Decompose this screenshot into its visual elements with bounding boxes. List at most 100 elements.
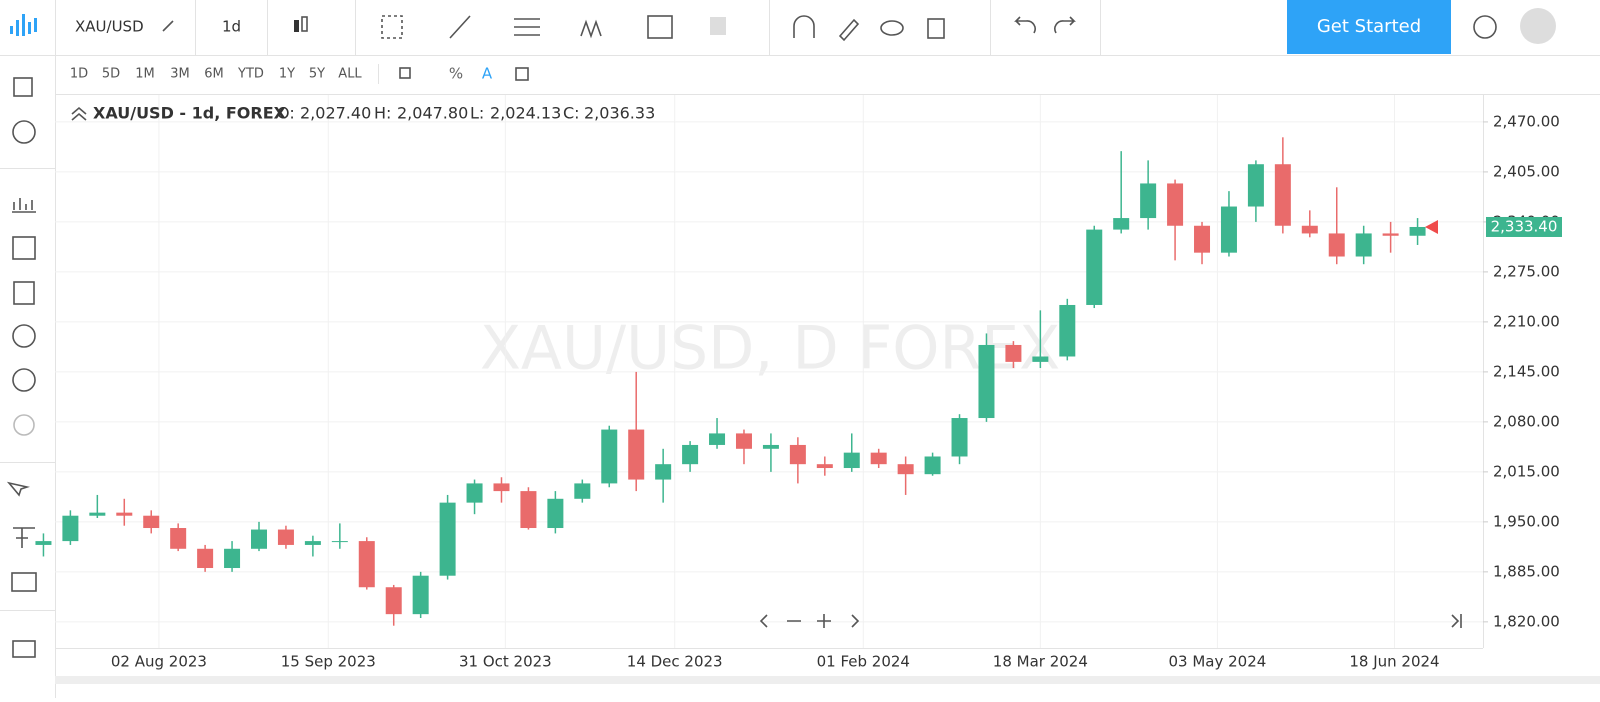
candle-body <box>466 483 483 503</box>
range-button[interactable]: 1M <box>135 67 155 82</box>
candle-body <box>547 498 564 529</box>
candle-body <box>789 444 806 465</box>
candle-body <box>143 515 160 529</box>
redo[interactable] <box>1054 16 1076 34</box>
candle-body <box>1382 233 1399 236</box>
y-tick-label: 2,145.00 <box>1493 362 1560 380</box>
svg-text:%: % <box>449 65 463 83</box>
legend-label: C: <box>563 104 580 123</box>
x-tick-label: 18 Mar 2024 <box>993 653 1088 671</box>
undo[interactable] <box>1014 16 1036 34</box>
candle-body <box>1274 164 1291 226</box>
candle-body <box>816 464 833 469</box>
chart-type-icon[interactable] <box>294 16 308 32</box>
legend-value: 2,027.40 <box>300 104 371 123</box>
chart <box>35 95 1483 648</box>
symbol[interactable]: XAU/USD <box>75 18 144 36</box>
drawing-tools[interactable] <box>381 15 726 39</box>
candle-body <box>1059 304 1076 357</box>
candle-body <box>1140 183 1157 219</box>
range-button[interactable]: ALL <box>338 67 362 82</box>
legend: XAU/USD - 1d, FOREX O: 2,027.40 H: 2,047… <box>71 104 655 123</box>
candle-body <box>1032 356 1049 362</box>
y-tick-label: 2,015.00 <box>1493 462 1560 480</box>
candle-body <box>601 429 618 484</box>
candle-body <box>1409 226 1426 236</box>
x-tick-label: 14 Dec 2023 <box>627 653 723 671</box>
candle-body <box>628 429 645 480</box>
candle-body <box>331 541 348 543</box>
range-button[interactable]: 1Y <box>279 67 295 82</box>
candle-body <box>1355 233 1372 257</box>
sidebar <box>0 77 55 658</box>
candle-body <box>951 418 968 457</box>
y-tick-label: 2,405.00 <box>1493 162 1560 180</box>
x-tick-label: 03 May 2024 <box>1169 653 1267 671</box>
legend-title: XAU/USD - 1d, FOREX <box>93 104 287 123</box>
candle-body <box>439 502 456 576</box>
candle-body <box>412 575 429 615</box>
x-tick-label: 18 Jun 2024 <box>1349 653 1439 671</box>
candle-body <box>358 541 375 588</box>
svg-text:A: A <box>482 65 493 83</box>
tool-icons[interactable] <box>793 15 945 42</box>
last-price-label: 2,333.40 <box>1491 217 1558 235</box>
x-tick-label: 15 Sep 2023 <box>281 653 376 671</box>
interval[interactable]: 1d <box>222 18 241 36</box>
candle-body <box>116 512 133 516</box>
link-icon[interactable] <box>162 20 174 32</box>
candle-body <box>682 444 699 465</box>
range-tools[interactable]: % A <box>399 65 529 83</box>
candle-body <box>1220 206 1237 253</box>
range-bar: 1D 5D 1M 3M 6M YTD 1Y 5Y ALL <box>70 67 363 82</box>
range-button[interactable]: 1D <box>70 67 88 82</box>
candle-body <box>1247 164 1264 207</box>
scrollbar[interactable] <box>55 676 1600 684</box>
last-price-marker <box>1425 219 1438 234</box>
y-tick-label: 2,080.00 <box>1493 412 1560 430</box>
legend-label: L: <box>470 104 484 123</box>
zoom-controls[interactable] <box>759 614 1462 628</box>
candle-body <box>1005 344 1022 362</box>
candle-body <box>655 464 672 480</box>
range-button[interactable]: 3M <box>170 67 190 82</box>
legend-value: 2,024.13 <box>490 104 561 123</box>
candle-body <box>924 456 941 475</box>
range-button[interactable]: 5D <box>102 67 120 82</box>
candle-body <box>1194 225 1211 253</box>
candle-body <box>170 528 187 549</box>
help-icon[interactable] <box>1473 15 1497 39</box>
x-tick-label: 01 Feb 2024 <box>817 653 910 671</box>
candle-body <box>735 433 752 449</box>
range-button[interactable]: 5Y <box>309 67 325 82</box>
candle-body <box>574 483 591 499</box>
candle-body <box>897 464 914 475</box>
candle-body <box>870 452 887 465</box>
candle-body <box>1328 233 1345 257</box>
candle-body <box>1086 229 1103 305</box>
candle-body <box>89 512 106 516</box>
legend-value: 2,047.80 <box>397 104 468 123</box>
candle-body <box>520 491 537 529</box>
logo <box>10 14 37 36</box>
get-started-button[interactable] <box>1287 0 1451 54</box>
candle-body <box>978 344 995 419</box>
legend-value: 2,036.33 <box>584 104 655 123</box>
candle-body <box>277 529 294 545</box>
candle-body <box>35 541 52 545</box>
candle-body <box>493 483 510 492</box>
y-tick-label: 1,885.00 <box>1493 562 1560 580</box>
get-started-label[interactable]: Get Started <box>1317 16 1421 37</box>
x-tick-label: 02 Aug 2023 <box>111 653 207 671</box>
candle-body <box>762 444 779 449</box>
candle-body <box>1167 183 1184 226</box>
range-button[interactable]: YTD <box>237 67 264 82</box>
candle-body <box>197 548 214 569</box>
x-tick-label: 31 Oct 2023 <box>459 653 552 671</box>
y-tick-label: 2,210.00 <box>1493 312 1560 330</box>
range-button[interactable]: 6M <box>204 67 224 82</box>
avatar[interactable] <box>1520 8 1556 44</box>
y-tick-label: 1,820.00 <box>1493 612 1560 630</box>
y-tick-label: 2,275.00 <box>1493 262 1560 280</box>
